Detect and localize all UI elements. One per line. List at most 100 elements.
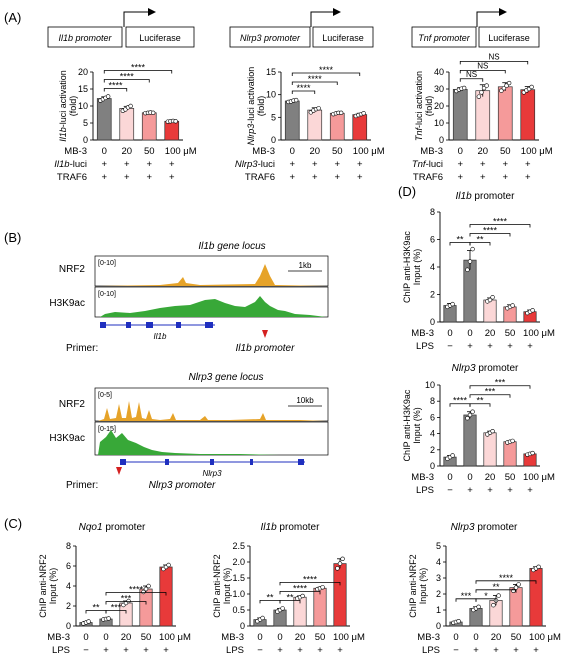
y-tick-label: 5 [271, 112, 276, 122]
row-label-mb3: MB-3 [64, 146, 87, 157]
dose-label: 0 [290, 146, 295, 157]
sign-label: + [533, 645, 539, 656]
bar [119, 602, 133, 627]
sign-label: − [447, 341, 453, 352]
dose-label: 0 [103, 632, 108, 643]
significance-label: **** [483, 226, 498, 236]
y-tick-label: 8 [430, 396, 435, 406]
data-point [166, 562, 171, 568]
significance-bracket [459, 69, 506, 74]
construct-nlrp3-reporter: Luciferase [322, 33, 364, 43]
significance-bracket [291, 81, 338, 86]
bar [139, 588, 153, 627]
row-label-mb3: MB-3 [221, 632, 244, 643]
significance-bracket [469, 403, 491, 407]
bar [452, 88, 468, 141]
significance-label: ** [456, 235, 464, 245]
data-point [280, 606, 285, 611]
y-axis-label: ChIP anti-NRF2 [38, 554, 48, 617]
nrf2-peaks [98, 401, 326, 421]
y-tick-label: 4 [430, 429, 435, 439]
bar [329, 112, 345, 141]
y-tick-label: 2 [436, 589, 441, 599]
significance-label: **** [108, 81, 123, 91]
y-tick-label: 6 [66, 561, 71, 571]
locus-nlrp3-title: Nlrp3 gene locus [188, 372, 263, 383]
locus-nlrp3-track2-range: [0-15] [98, 426, 116, 433]
sign-label: + [312, 159, 318, 170]
data-point [450, 453, 455, 458]
sign-label: + [493, 645, 499, 656]
y-tick-label: 6 [430, 412, 435, 422]
sign-label: + [502, 172, 508, 183]
significance-label: **** [303, 574, 318, 584]
y-axis-label-unit: Input (%) [412, 249, 422, 286]
sign-label: + [317, 645, 323, 656]
dose-label: 0 [83, 632, 88, 643]
data-point [450, 301, 455, 307]
significance-label: **** [493, 217, 508, 227]
dose-label: 100 μM [159, 632, 191, 643]
y-tick-label: 10 [425, 380, 435, 390]
dose-label: 50 [332, 146, 343, 157]
significance-label: **** [131, 63, 146, 73]
data-point [465, 267, 470, 272]
bar [333, 563, 347, 627]
dose-label: 0 [447, 328, 452, 339]
sign-label: + [312, 172, 318, 183]
bar [141, 112, 157, 141]
dose-label: 50 [141, 632, 152, 643]
sign-label: − [453, 645, 459, 656]
data-point [126, 598, 131, 604]
locus-il1b-track1-name: NRF2 [59, 264, 86, 275]
significance-label: **** [499, 573, 514, 583]
row-label-mb3: MB-3 [411, 328, 434, 339]
sign-label: + [357, 159, 363, 170]
locus-nlrp3-track1-name: NRF2 [59, 399, 86, 410]
significance-label: *** [485, 387, 496, 397]
sign-label: + [101, 172, 107, 183]
y-tick-label: 0 [66, 621, 71, 631]
bar [307, 109, 323, 141]
construct-tnf-reporter: Luciferase [488, 33, 530, 43]
sign-label: + [457, 172, 463, 183]
y-axis-label: Il1b-luci activation [58, 70, 68, 142]
bar [96, 98, 112, 141]
y-axis-label-unit: Input (%) [412, 407, 422, 444]
data-point [340, 556, 345, 561]
row-label-mb3: MB-3 [252, 146, 275, 157]
data-point [150, 110, 156, 116]
sign-label: + [143, 645, 149, 656]
locus-nlrp3-track1-range: [0-5] [98, 392, 112, 399]
data-point [487, 297, 493, 303]
chart-7: 0 1 2 3 4 5 ChIP anti-NRF2 Input (%) Nlrp3 promo… [408, 522, 561, 656]
significance-label: **** [296, 83, 311, 93]
significance-label: **** [319, 65, 334, 75]
sign-label: + [124, 172, 130, 183]
dose-label: 50 [144, 146, 155, 157]
significance-label: *** [111, 603, 122, 613]
construct-il1b-promoter: Il1b promoter [58, 33, 112, 43]
sign-label: + [487, 485, 493, 496]
dose-label: 20 [485, 472, 496, 483]
bar [509, 587, 523, 627]
significance-label: **** [120, 72, 135, 82]
row-label-traf6: TRAF6 [245, 172, 275, 183]
bar [529, 568, 543, 627]
data-point [338, 110, 344, 116]
significance-label: **** [308, 74, 323, 84]
y-tick-label: 10 [78, 101, 88, 111]
significance-label: ** [492, 582, 500, 592]
primer-marker-icon [262, 330, 268, 338]
construct-tnf: Tnf promoter Luciferase [411, 8, 540, 48]
construct-nlrp3: Nlrp3 promoter Luciferase [229, 8, 374, 48]
significance-label: *** [461, 591, 472, 601]
data-point [316, 106, 321, 111]
chart-6: 0 0.5 1.0 1.5 2.0 2.5 ChIP anti-NRF2 Input (%) I… [212, 522, 365, 656]
sign-label: + [513, 645, 519, 656]
sign-label: + [507, 485, 513, 496]
sign-label: − [447, 485, 453, 496]
significance-bracket [279, 591, 321, 595]
dose-label: 20 [295, 632, 306, 643]
